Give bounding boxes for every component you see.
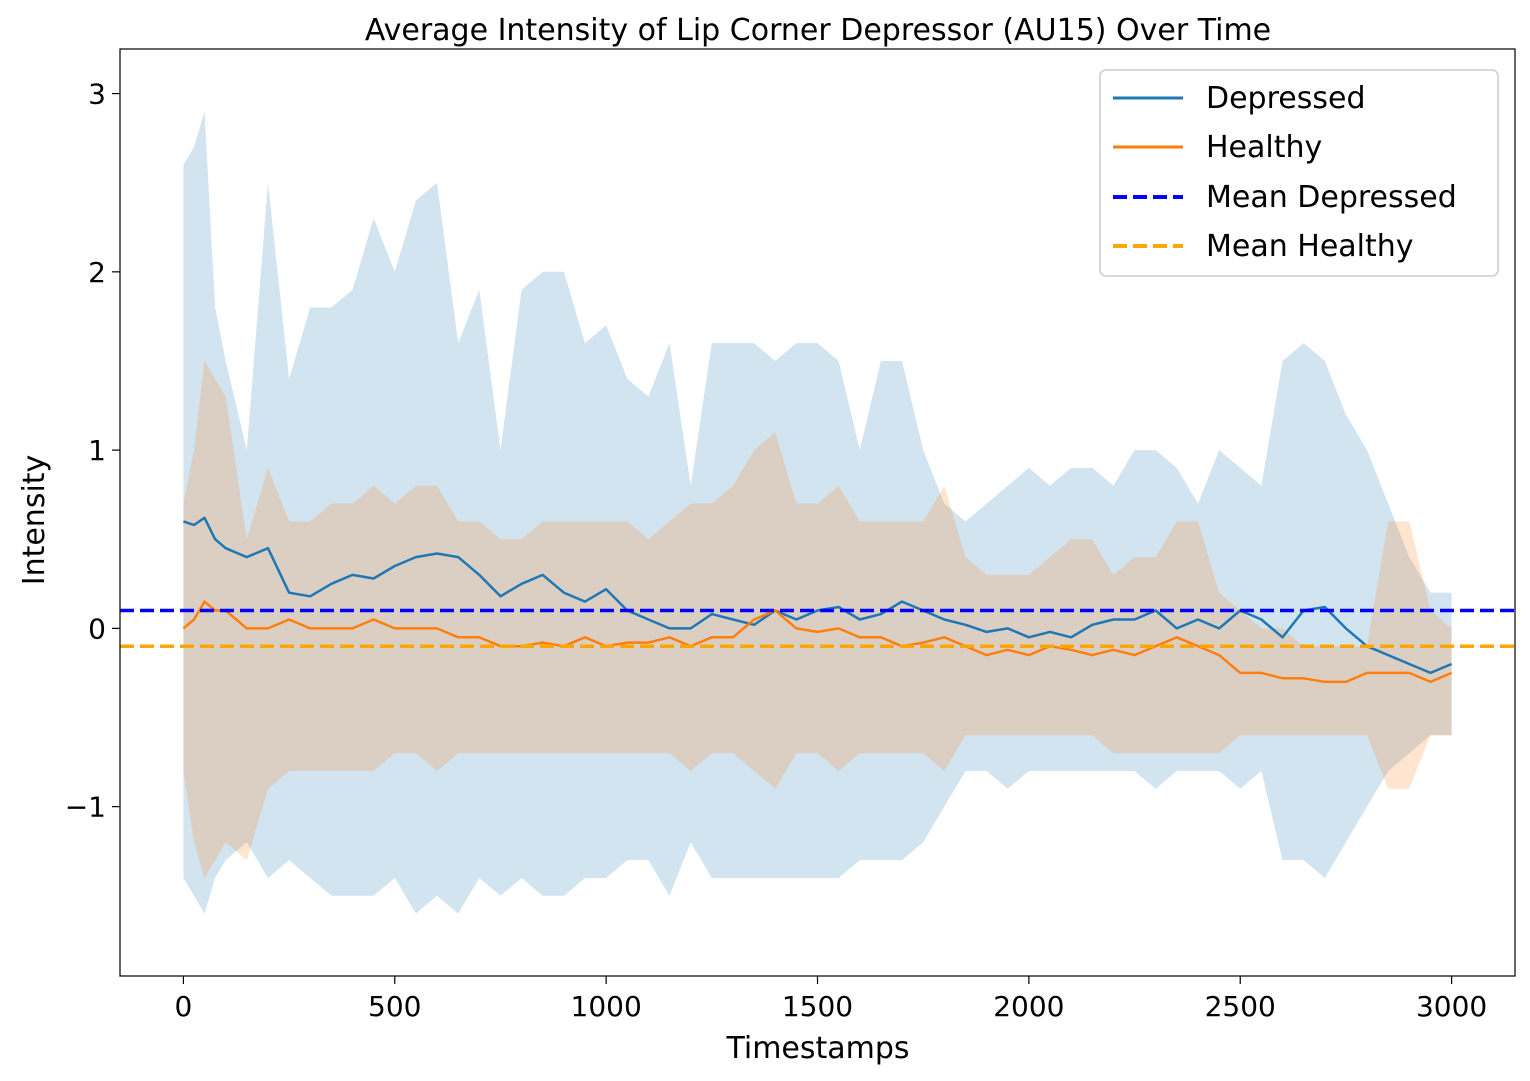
depressed-series-line: [182, 516, 1453, 675]
std-bands: [183, 111, 1452, 914]
legend-frame: [1099, 69, 1499, 277]
x-tick-label: 3000: [1416, 990, 1487, 1023]
legend-label-mean-depressed: Mean Depressed: [1206, 180, 1457, 215]
y-tick-label: −1: [65, 791, 106, 824]
healthy-series-line: [182, 600, 1453, 684]
x-axis-label: Timestamps: [725, 1031, 909, 1066]
x-tick-label: 2500: [1205, 990, 1276, 1023]
healthy-std-band: [183, 361, 1452, 878]
depressed-std-band: [183, 111, 1452, 914]
chart-title: Average Intensity of Lip Corner Depresso…: [365, 13, 1271, 48]
x-tick-label: 500: [368, 990, 421, 1023]
y-tick-label: 2: [88, 256, 106, 289]
legend-label-mean-healthy: Mean Healthy: [1206, 229, 1414, 264]
legend-label-depressed: Depressed: [1206, 81, 1366, 116]
y-ticks: −1 0 1 2 3: [65, 78, 120, 824]
x-tick-label: 1500: [782, 990, 853, 1023]
x-ticks: 0 500 1000 1500 2000 2500 3000: [174, 976, 1487, 1023]
y-tick-label: 1: [88, 434, 106, 467]
y-axis-label: Intensity: [17, 455, 52, 586]
x-tick-label: 1000: [571, 990, 642, 1023]
legend: Depressed Healthy Mean Depressed Mean He…: [1099, 69, 1499, 277]
x-tick-label: 2000: [993, 990, 1064, 1023]
legend-label-healthy: Healthy: [1206, 130, 1322, 165]
x-tick-label: 0: [174, 990, 192, 1023]
y-tick-label: 3: [88, 78, 106, 111]
series-lines: [120, 516, 1515, 684]
y-tick-label: 0: [88, 612, 106, 645]
